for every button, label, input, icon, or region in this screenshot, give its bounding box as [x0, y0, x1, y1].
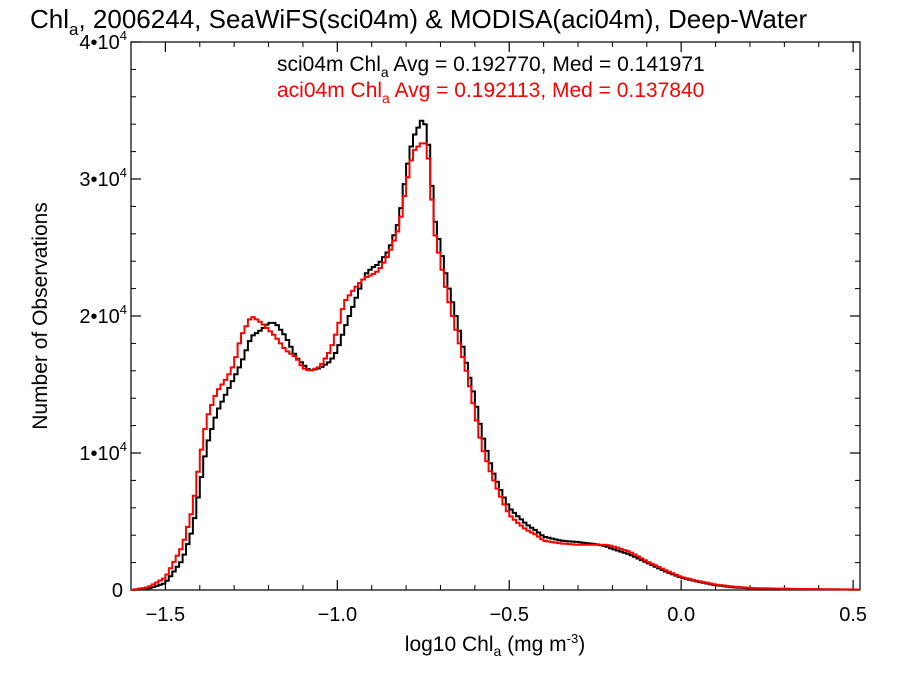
- y-axis-label: Number of Observations: [29, 202, 52, 430]
- chart-title: Chla, 2006244, SeaWiFS(sci04m) & MODISA(…: [30, 4, 808, 39]
- series-line-aci04m: [131, 142, 860, 591]
- y-tick-label: 1•104: [79, 439, 127, 465]
- x-axis-label: log10 Chla (mg m-3): [405, 631, 585, 659]
- x-tick-label: −1.0: [318, 604, 357, 626]
- series-group: [131, 119, 860, 591]
- y-tick-label: 0: [112, 580, 123, 602]
- x-tick-label: 0.5: [839, 604, 867, 626]
- x-tick-label: −0.5: [490, 604, 529, 626]
- legend: sci04m Chla Avg = 0.192770, Med = 0.1419…: [277, 53, 705, 106]
- legend-entry-sci04m: sci04m Chla Avg = 0.192770, Med = 0.1419…: [277, 53, 705, 80]
- y-tick-label: 3•104: [79, 165, 127, 191]
- y-tick-label: 4•104: [79, 28, 127, 54]
- legend-entry-aci04m: aci04m Chla Avg = 0.192113, Med = 0.1378…: [277, 79, 704, 106]
- x-tick-label: 0.0: [667, 604, 695, 626]
- y-tick-label: 2•104: [79, 302, 127, 328]
- x-tick-label: −1.5: [146, 604, 185, 626]
